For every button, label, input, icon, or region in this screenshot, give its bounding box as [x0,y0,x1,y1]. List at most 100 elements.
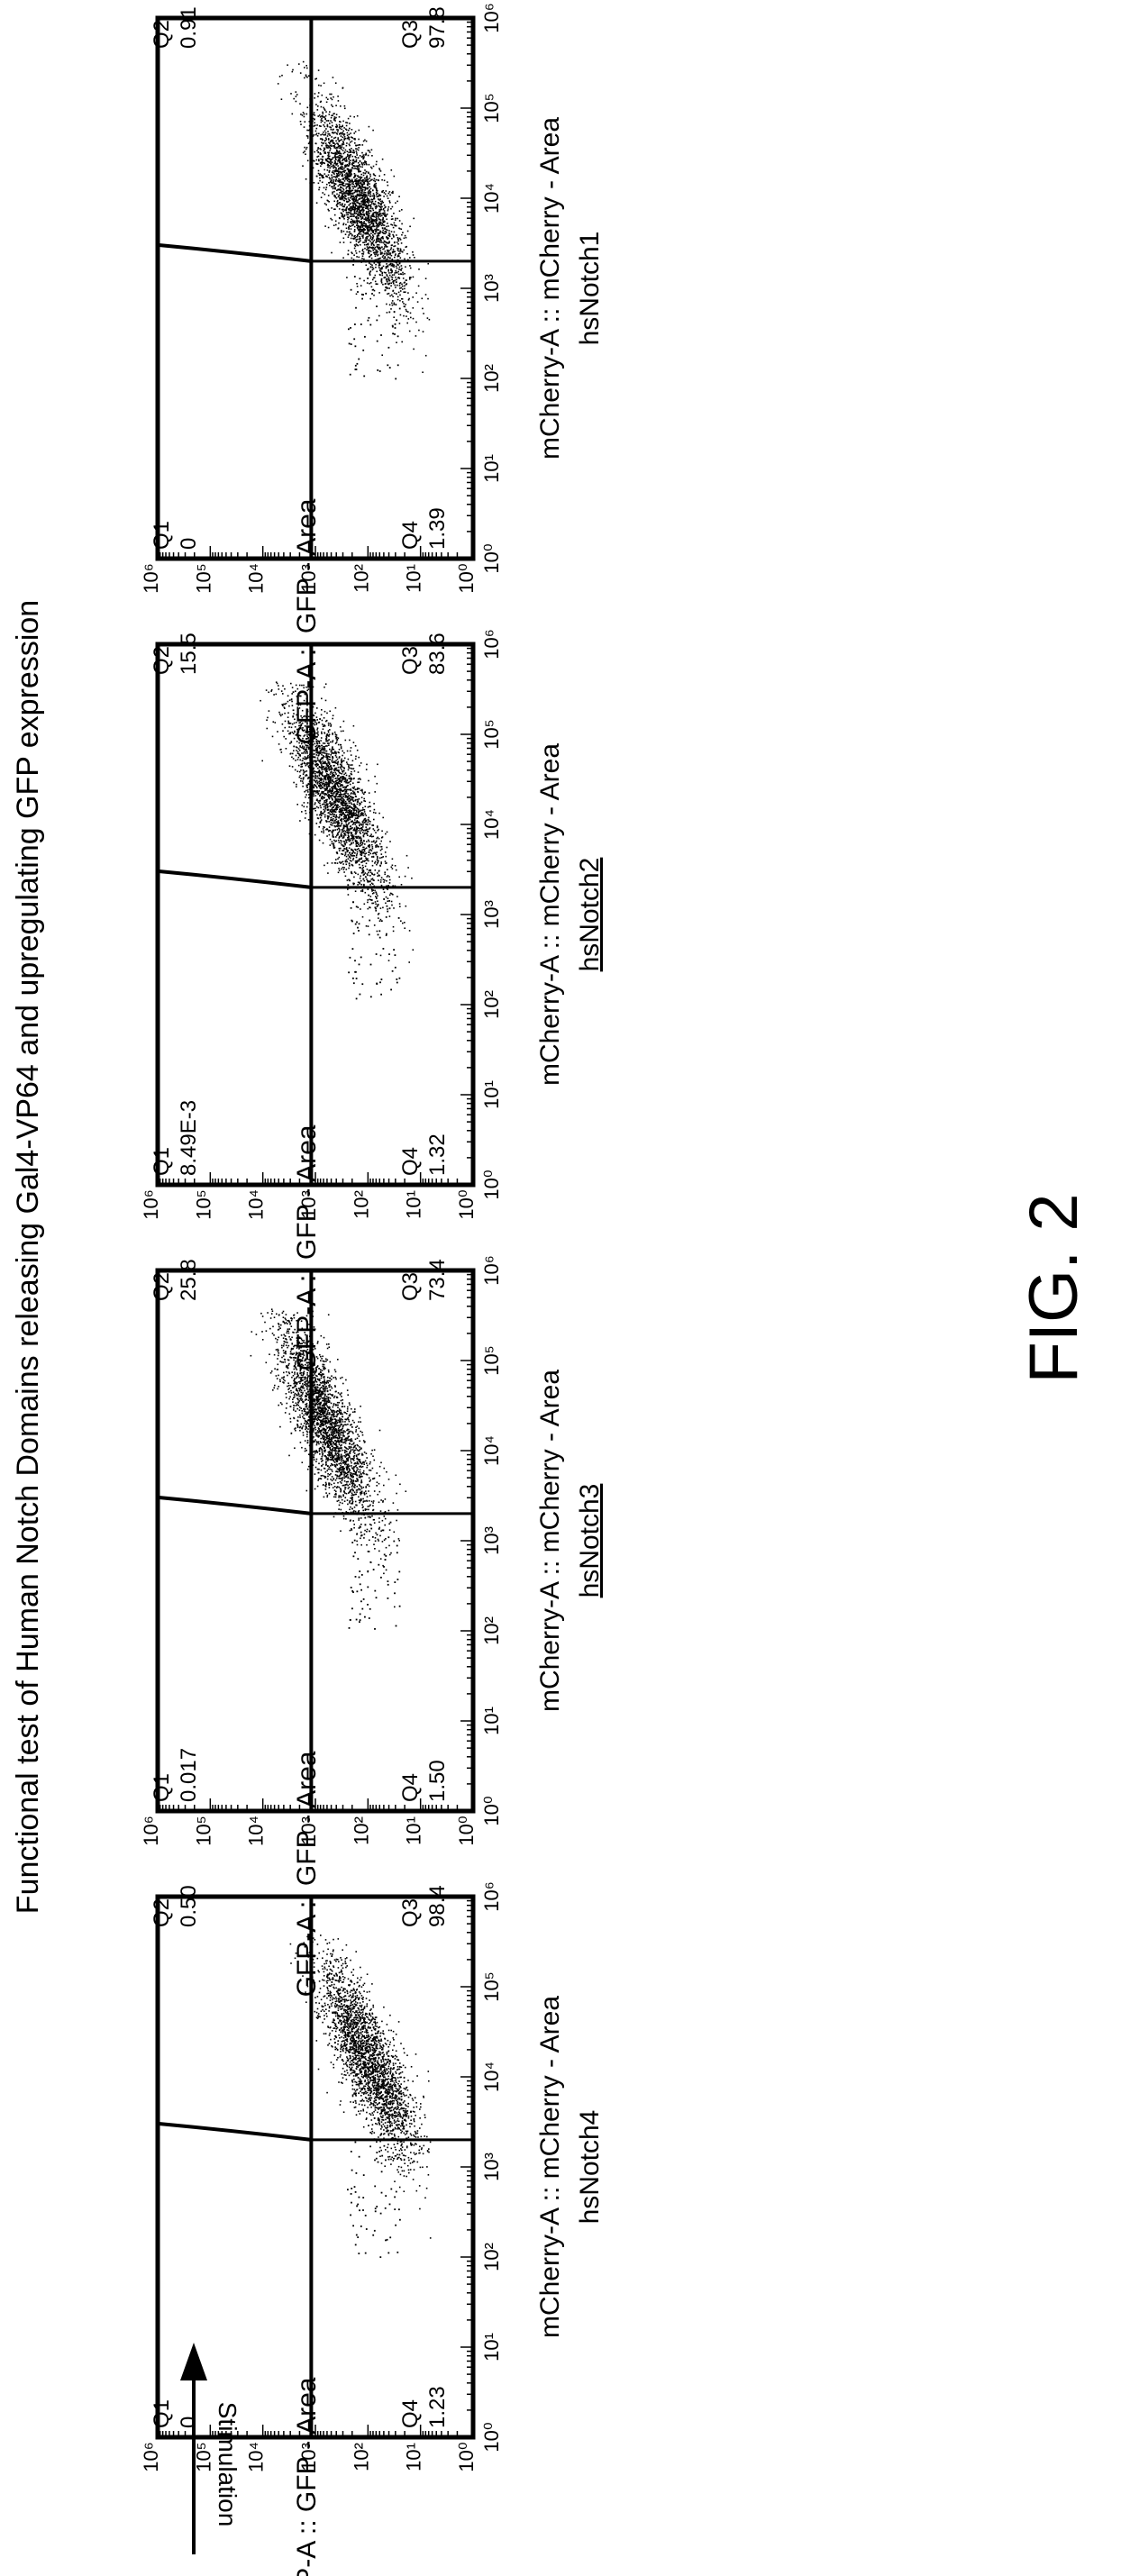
event-dot [355,160,358,163]
event-dot [354,833,357,835]
event-dot [349,788,351,791]
x-tick-label: 10¹ [480,454,503,483]
event-dot [379,857,381,859]
event-dot [371,878,374,879]
event-dot [316,740,319,742]
event-dot [331,760,333,762]
event-dot [382,190,384,192]
event-dot [348,139,351,141]
event-dot [366,180,369,183]
event-dot [353,151,355,154]
event-dot [406,230,409,232]
event-dot [356,286,359,287]
event-dot [325,775,328,777]
event-dot [371,200,374,203]
event-dot [338,202,341,204]
event-dot [401,209,403,211]
event-dot [355,856,358,859]
event-dot [327,147,329,149]
event-dot [377,914,379,915]
event-dot [367,218,369,220]
event-dot [360,225,362,227]
event-dot [335,807,337,809]
event-dot [348,224,351,227]
event-dot [369,852,372,855]
event-dot [398,220,401,222]
event-dot [342,835,345,838]
event-dot [361,203,363,205]
event-dot [327,740,329,742]
event-dot [334,152,336,155]
event-dot [364,191,367,194]
event-dot [320,121,323,123]
event-dot [396,237,399,239]
event-dot [372,883,374,885]
event-dot [396,896,398,897]
event-dot [339,167,342,168]
event-dot [352,823,355,824]
event-dot [339,766,342,769]
event-dot [338,141,340,142]
event-dot [381,256,384,258]
event-dot [314,780,317,783]
event-dot [348,342,351,345]
event-dot [385,214,387,216]
event-dot [304,790,305,793]
event-dot [312,743,314,746]
event-dot [334,196,336,197]
event-dot [292,691,295,693]
event-dot [373,892,375,894]
event-dot [345,212,348,214]
event-dot [388,233,391,235]
event-dot [348,764,350,766]
event-dot [334,136,337,139]
event-dot [345,223,347,226]
event-dot [375,178,378,181]
event-dot [342,168,343,170]
event-dot [335,751,337,753]
event-dot [365,207,368,210]
event-dot [369,246,371,249]
event-dot [374,253,376,255]
event-dot [364,229,367,231]
event-dot [340,785,342,787]
event-dot [356,210,359,213]
event-dot [327,872,329,874]
event-dot [367,150,369,151]
event-dot [378,232,379,235]
event-dot [303,715,305,718]
event-dot [383,271,386,274]
event-dot [343,833,346,835]
event-dot [388,250,390,251]
event-dot [378,273,381,276]
event-dot [353,815,356,816]
event-dot [291,756,293,759]
event-dot [356,840,358,842]
event-dot [346,168,349,170]
event-dot [351,220,353,223]
event-dot [336,205,339,208]
event-dot [319,116,322,118]
event-dot [344,107,346,110]
event-dot [324,778,326,779]
event-dot [376,243,378,246]
event-dot [318,114,321,116]
event-dot [388,287,390,289]
event-dot [338,798,340,800]
event-dot [373,840,375,842]
event-dot [368,172,369,174]
event-dot [347,136,350,138]
event-dot [355,825,358,827]
event-dot [306,756,309,758]
event-dot [386,275,388,278]
event-dot [381,214,383,217]
event-dot [320,158,322,160]
event-dot [332,114,333,116]
event-dot [325,820,327,822]
event-dot [373,262,376,264]
event-dot [369,266,372,268]
event-dot [346,122,349,124]
event-dot [344,853,347,855]
event-dot [359,203,360,205]
